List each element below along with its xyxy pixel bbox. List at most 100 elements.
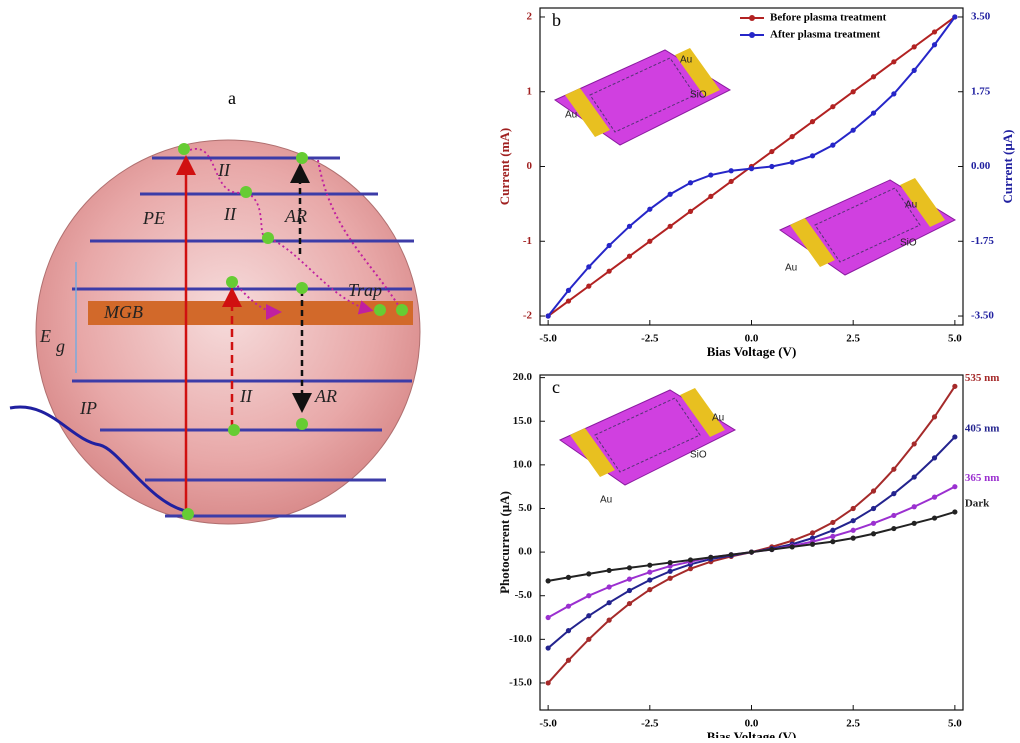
label: PE	[142, 208, 165, 228]
data-point	[606, 584, 612, 590]
data-point	[891, 491, 897, 497]
x-tick-label: 5.0	[948, 333, 962, 345]
arrow	[189, 147, 374, 315]
inset-graphene	[594, 397, 701, 473]
data-point	[830, 104, 836, 110]
data-point	[667, 223, 673, 229]
inset-graphene	[589, 57, 696, 133]
data-point	[606, 268, 612, 274]
data-point	[830, 539, 836, 545]
inset-label: SiO	[690, 90, 707, 101]
y-tick-label: 0	[527, 160, 533, 172]
inset-electrode	[570, 428, 615, 477]
data-point	[667, 575, 673, 581]
inset-label: SiO	[900, 238, 917, 249]
data-point	[545, 645, 551, 651]
data-point	[891, 525, 897, 532]
data-point	[647, 569, 653, 575]
data-point	[687, 180, 694, 186]
inset-electrode	[565, 88, 610, 137]
data-point	[586, 636, 592, 642]
data-point	[565, 603, 572, 609]
data-point	[545, 578, 551, 584]
label: MGB	[103, 302, 143, 322]
x-tick-label: 0.0	[745, 718, 759, 730]
data-point	[809, 530, 816, 536]
data-point	[850, 89, 856, 95]
data-point	[586, 613, 592, 619]
y2-tick-label: -3.50	[971, 310, 994, 322]
y-tick-label: 0.0	[518, 546, 532, 558]
data-point	[952, 484, 958, 490]
label: AR	[284, 206, 307, 226]
inset-label: Au	[785, 263, 797, 274]
data-point	[931, 455, 938, 461]
data-point	[647, 562, 653, 568]
data-point	[830, 519, 836, 526]
data-point	[545, 313, 551, 319]
y-tick-label: -15.0	[509, 676, 532, 688]
label: Trap	[348, 280, 382, 300]
data-point	[586, 571, 592, 577]
data-point	[708, 193, 714, 200]
data-point	[606, 600, 612, 606]
data-point	[911, 67, 917, 73]
data-point	[769, 163, 775, 170]
inset-electrode	[900, 178, 945, 227]
y-tick-label: 2	[527, 11, 533, 23]
label: E	[39, 326, 51, 346]
data-point	[850, 505, 856, 512]
data-point	[870, 505, 877, 512]
y-tick-label: 10.0	[513, 458, 533, 470]
y-tick-label: 15.0	[513, 415, 533, 427]
y2-tick-label: 0.00	[971, 160, 991, 172]
data-point	[626, 223, 633, 229]
data-point	[667, 568, 673, 574]
inset-label: Au	[712, 413, 724, 424]
label: II	[217, 160, 231, 180]
data-point	[830, 142, 836, 148]
data-point	[891, 512, 897, 519]
data-point	[952, 14, 958, 20]
y-tick-label: -1	[523, 235, 532, 247]
data-point	[789, 544, 795, 550]
data-point	[667, 191, 673, 197]
data-point	[891, 59, 897, 65]
y-tick-label: 5.0	[518, 502, 532, 514]
data-point	[809, 541, 816, 547]
data-point	[952, 509, 958, 515]
series-label: Dark	[965, 497, 990, 509]
data-point	[850, 518, 856, 524]
label: AR	[314, 386, 337, 406]
y-axis-label: Current (mA)	[497, 128, 512, 205]
data-point	[647, 587, 653, 593]
inset-label: Au	[565, 110, 577, 121]
data-point	[667, 559, 673, 566]
data-point	[565, 628, 572, 634]
data-point	[891, 91, 897, 97]
data-point	[565, 298, 572, 304]
data-point	[606, 567, 612, 574]
x-tick-label: -5.0	[539, 718, 557, 730]
data-point	[830, 533, 836, 539]
data-point	[708, 554, 714, 560]
data-point	[931, 42, 938, 48]
levels	[72, 156, 414, 518]
data-point	[626, 600, 633, 607]
data-point	[748, 549, 755, 555]
label: IP	[79, 398, 97, 418]
data-point	[626, 565, 633, 571]
data-point	[931, 29, 938, 35]
data-point	[565, 657, 572, 663]
data-point	[565, 574, 572, 580]
data-point	[687, 557, 694, 563]
data-point	[687, 208, 694, 214]
x-tick-label: 5.0	[948, 718, 962, 730]
data-point	[728, 178, 734, 185]
data-point	[626, 587, 633, 594]
y2-axis-label: Current (μA)	[1000, 130, 1015, 204]
x-tick-label: -2.5	[641, 333, 659, 345]
arrow	[317, 159, 401, 309]
data-point	[728, 552, 734, 558]
